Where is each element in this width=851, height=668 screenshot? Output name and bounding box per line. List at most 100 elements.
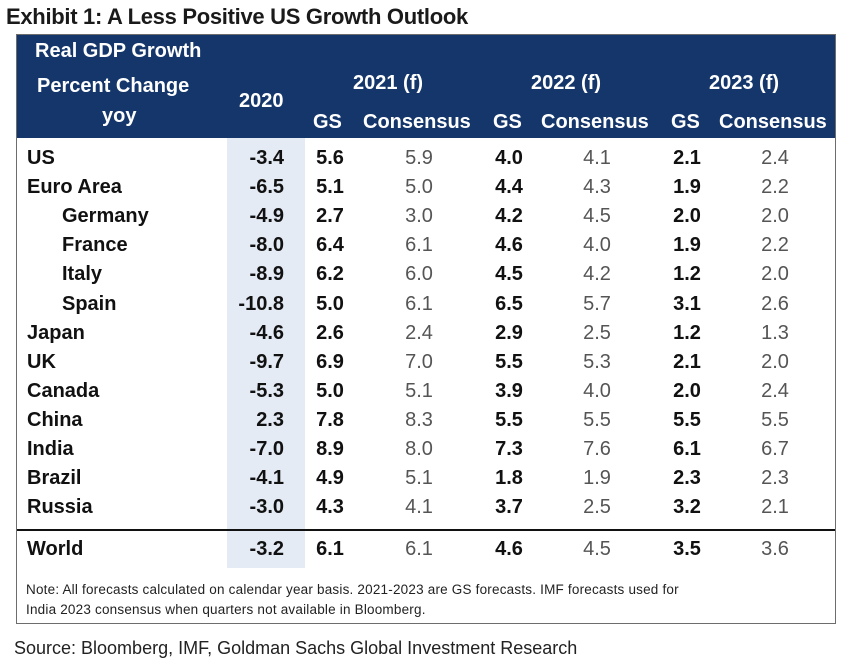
cell-2020: -3.4 [249, 147, 284, 169]
cell-consensus-2023: 2.4 [761, 379, 789, 402]
table-row: Japan -4.6 2.6 2.4 2.9 2.5 1.2 1.3 [0, 319, 851, 348]
cell-gs-2021: 6.2 [316, 263, 344, 286]
header-gs-2021: GS [313, 111, 342, 133]
cell-consensus-2022: 7.6 [583, 438, 611, 460]
cell-gs-2021: 7.8 [316, 408, 344, 431]
cell-gs-2022: 4.6 [495, 234, 523, 257]
cell-consensus-2021: 6.1 [405, 292, 433, 315]
row-country: Russia [27, 496, 93, 519]
cell-consensus-2022: 4.5 [583, 538, 611, 560]
cell-gs-2023: 3.1 [673, 292, 701, 315]
row-country: World [27, 538, 84, 560]
cell-consensus-2021: 5.1 [405, 467, 433, 490]
cell-gs-2023: 1.2 [673, 263, 701, 286]
cell-consensus-2021: 5.9 [405, 147, 433, 169]
cell-consensus-2023: 2.2 [761, 176, 789, 199]
cell-gs-2021: 6.9 [316, 350, 344, 373]
table-row: Russia -3.0 4.3 4.1 3.7 2.5 3.2 2.1 [0, 493, 851, 522]
cell-consensus-2023: 2.3 [761, 467, 789, 490]
cell-consensus-2023: 3.6 [761, 538, 789, 560]
cell-consensus-2023: 5.5 [761, 408, 789, 431]
row-country: Euro Area [27, 176, 122, 199]
cell-2020: -3.2 [249, 538, 284, 560]
cell-consensus-2022: 4.0 [583, 379, 611, 402]
cell-gs-2022: 2.9 [495, 321, 523, 344]
table-row: India -7.0 8.9 8.0 7.3 7.6 6.1 6.7 [0, 435, 851, 464]
footnote: Note: All forecasts calculated on calend… [26, 580, 826, 620]
cell-consensus-2021: 8.3 [405, 408, 433, 431]
cell-consensus-2022: 2.5 [583, 321, 611, 344]
cell-consensus-2021: 4.1 [405, 496, 433, 519]
table-row: Italy -8.9 6.2 6.0 4.5 4.2 1.2 2.0 [0, 260, 851, 289]
table-header: Real GDP Growth Percent Change yoy 2020 … [17, 35, 835, 138]
cell-gs-2023: 2.0 [673, 205, 701, 228]
cell-gs-2021: 5.0 [316, 379, 344, 402]
row-country: China [27, 408, 83, 431]
row-country: US [27, 147, 55, 169]
cell-gs-2022: 4.0 [495, 147, 523, 169]
cell-2020: -3.0 [249, 496, 284, 519]
world-separator [17, 529, 835, 531]
cell-consensus-2023: 2.6 [761, 292, 789, 315]
cell-2020: -4.9 [249, 205, 284, 228]
header-year-2020: 2020 [239, 90, 284, 112]
cell-gs-2021: 2.6 [316, 321, 344, 344]
table-row: Germany -4.9 2.7 3.0 4.2 4.5 2.0 2.0 [0, 202, 851, 231]
cell-consensus-2023: 2.4 [761, 147, 789, 169]
cell-gs-2022: 5.5 [495, 408, 523, 431]
cell-consensus-2021: 5.1 [405, 379, 433, 402]
cell-gs-2023: 3.5 [673, 538, 701, 560]
row-country: France [62, 234, 128, 257]
cell-consensus-2023: 6.7 [761, 438, 789, 460]
header-consensus-2023: Consensus [719, 111, 827, 133]
cell-gs-2023: 2.3 [673, 467, 701, 490]
cell-2020: 2.3 [256, 408, 284, 431]
cell-gs-2022: 4.6 [495, 538, 523, 560]
table-row: US -3.4 5.6 5.9 4.0 4.1 2.1 2.4 [0, 144, 851, 173]
cell-consensus-2022: 2.5 [583, 496, 611, 519]
header-year-2023: 2023 (f) [709, 72, 780, 94]
table-row: China 2.3 7.8 8.3 5.5 5.5 5.5 5.5 [0, 406, 851, 435]
cell-gs-2021: 6.4 [316, 234, 344, 257]
cell-consensus-2022: 5.7 [583, 292, 611, 315]
cell-consensus-2023: 2.2 [761, 234, 789, 257]
header-year-2021: 2021 (f) [353, 72, 424, 94]
cell-2020: -6.5 [249, 176, 284, 199]
cell-gs-2023: 5.5 [673, 408, 701, 431]
cell-gs-2023: 3.2 [673, 496, 701, 519]
cell-2020: -4.6 [249, 321, 284, 344]
cell-consensus-2021: 2.4 [405, 321, 433, 344]
cell-2020: -8.0 [249, 234, 284, 257]
cell-consensus-2022: 4.3 [583, 176, 611, 199]
cell-gs-2021: 4.9 [316, 467, 344, 490]
header-consensus-2021: Consensus [363, 111, 471, 133]
cell-2020: -9.7 [249, 350, 284, 373]
cell-2020: -8.9 [249, 263, 284, 286]
table-row-world: World -3.2 6.1 6.1 4.6 4.5 3.5 3.6 [0, 535, 851, 564]
header-label-real-gdp: Real GDP Growth [35, 40, 202, 62]
cell-2020: -5.3 [249, 379, 284, 402]
footnote-line-2: India 2023 consensus when quarters not a… [26, 602, 426, 617]
cell-consensus-2021: 3.0 [405, 205, 433, 228]
cell-consensus-2023: 1.3 [761, 321, 789, 344]
header-gs-2023: GS [671, 111, 700, 133]
cell-consensus-2022: 4.5 [583, 205, 611, 228]
row-country: Canada [27, 379, 100, 402]
cell-gs-2021: 5.0 [316, 292, 344, 315]
cell-gs-2023: 1.9 [673, 234, 701, 257]
table-row: France -8.0 6.4 6.1 4.6 4.0 1.9 2.2 [0, 231, 851, 260]
cell-gs-2022: 3.9 [495, 379, 523, 402]
cell-gs-2021: 5.6 [316, 147, 344, 169]
cell-2020: -7.0 [249, 438, 284, 460]
cell-consensus-2022: 5.5 [583, 408, 611, 431]
cell-consensus-2022: 5.3 [583, 350, 611, 373]
header-label-yoy: yoy [102, 105, 137, 127]
cell-consensus-2022: 4.0 [583, 234, 611, 257]
cell-gs-2021: 6.1 [316, 538, 344, 560]
cell-gs-2021: 2.7 [316, 205, 344, 228]
cell-consensus-2021: 6.1 [405, 234, 433, 257]
cell-consensus-2022: 4.1 [583, 147, 611, 169]
row-country: Spain [62, 292, 117, 315]
table-row: Euro Area -6.5 5.1 5.0 4.4 4.3 1.9 2.2 [0, 173, 851, 202]
cell-consensus-2021: 6.0 [405, 263, 433, 286]
